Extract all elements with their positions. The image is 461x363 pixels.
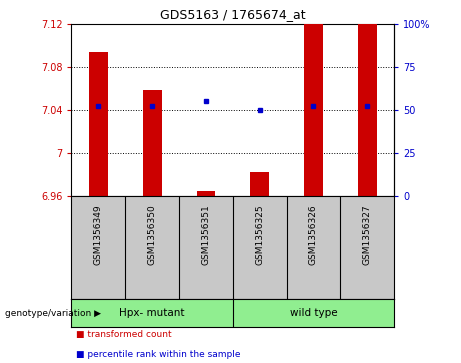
Bar bbox=[358, 24, 377, 196]
Text: GSM1356351: GSM1356351 bbox=[201, 204, 210, 265]
Bar bbox=[143, 90, 161, 196]
Text: Hpx- mutant: Hpx- mutant bbox=[119, 308, 185, 318]
Text: ■ transformed count: ■ transformed count bbox=[76, 330, 171, 339]
Text: GSM1356349: GSM1356349 bbox=[94, 204, 103, 265]
Bar bbox=[89, 52, 108, 196]
Bar bbox=[250, 172, 269, 196]
Text: GSM1356325: GSM1356325 bbox=[255, 204, 264, 265]
Text: genotype/variation ▶: genotype/variation ▶ bbox=[5, 309, 100, 318]
Title: GDS5163 / 1765674_at: GDS5163 / 1765674_at bbox=[160, 8, 306, 21]
Text: wild type: wild type bbox=[290, 308, 337, 318]
Text: GSM1356327: GSM1356327 bbox=[363, 204, 372, 265]
Text: GSM1356326: GSM1356326 bbox=[309, 204, 318, 265]
Text: ■ percentile rank within the sample: ■ percentile rank within the sample bbox=[76, 350, 241, 359]
Bar bbox=[304, 24, 323, 196]
Bar bbox=[196, 191, 215, 196]
Text: GSM1356350: GSM1356350 bbox=[148, 204, 157, 265]
